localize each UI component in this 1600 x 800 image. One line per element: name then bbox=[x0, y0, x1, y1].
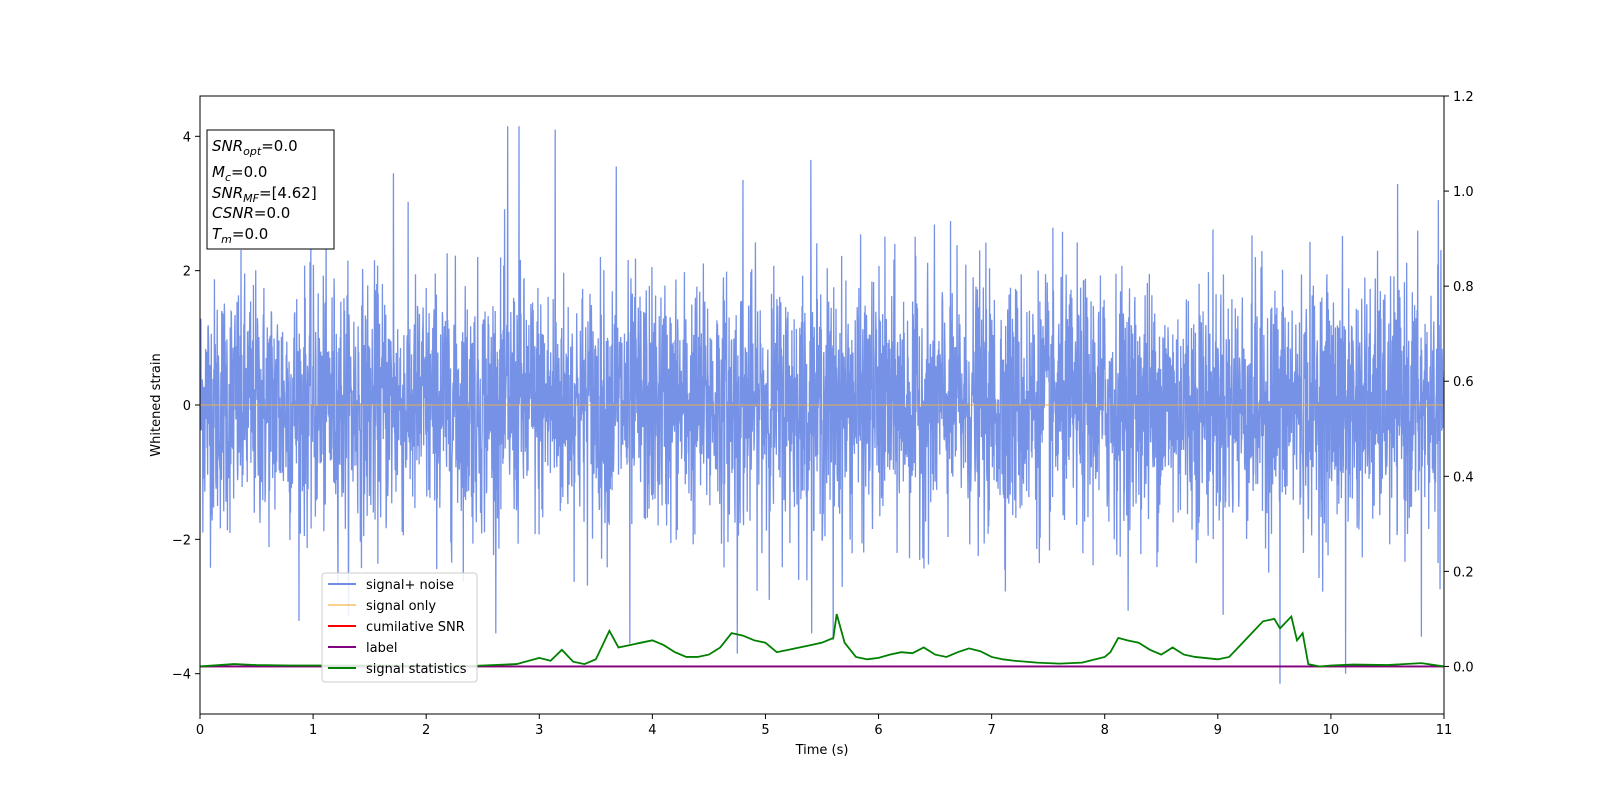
y-tick-label: 2 bbox=[183, 265, 191, 280]
info-box-frame bbox=[206, 129, 335, 250]
y2-tick-label: 0.4 bbox=[1453, 470, 1474, 485]
legend-item-signal-noise: signal+ noise bbox=[328, 578, 454, 593]
info-snr-mf: SNRMF=[4.62] bbox=[212, 184, 317, 205]
info-snr-opt: SNRopt=0.0 bbox=[212, 137, 298, 158]
x-tick-label: 0 bbox=[196, 723, 204, 738]
x-axis-title: Time (s) bbox=[795, 743, 849, 758]
legend-label-signal-only: signal only bbox=[366, 599, 436, 614]
series-signal-statistics bbox=[200, 613, 1444, 668]
legend-label-cumulative-snr: cumilative SNR bbox=[366, 620, 465, 635]
y-tick-label: 4 bbox=[183, 130, 191, 145]
y-axis-title: Whitened strain bbox=[149, 353, 164, 456]
x-tick-label: 10 bbox=[1323, 723, 1340, 738]
legend-frame bbox=[321, 572, 478, 683]
info-box: SNRopt=0.0 Mc=0.0 SNRMF=[4.62] CSNR=0.0 … bbox=[206, 129, 335, 250]
y2-tick-label: 0.6 bbox=[1453, 375, 1474, 390]
y2-tick-label: 0.8 bbox=[1453, 280, 1474, 295]
series-signal-noise bbox=[200, 126, 1444, 684]
x-tick-label: 7 bbox=[987, 723, 995, 738]
legend-item-signal-statistics: signal statistics bbox=[328, 662, 467, 677]
y2-tick-label: 1.2 bbox=[1453, 90, 1474, 105]
legend-label-label: label bbox=[366, 641, 397, 656]
x-tick-label: 11 bbox=[1436, 723, 1453, 738]
x-tick-label: 5 bbox=[761, 723, 769, 738]
legend-label-signal-statistics: signal statistics bbox=[366, 662, 467, 677]
y-tick-label: −4 bbox=[172, 668, 191, 683]
info-csnr: CSNR=0.0 bbox=[212, 204, 290, 222]
y2-tick-label: 1.0 bbox=[1453, 185, 1474, 200]
x-tick-label: 6 bbox=[874, 723, 882, 738]
legend: signal+ noise signal only cumilative SNR… bbox=[321, 572, 478, 683]
x-tick-label: 2 bbox=[422, 723, 430, 738]
x-tick-label: 8 bbox=[1101, 723, 1109, 738]
y-tick-label: 0 bbox=[183, 399, 191, 414]
info-chirp-mass: Mc=0.0 bbox=[212, 163, 267, 184]
x-tick-label: 4 bbox=[648, 723, 656, 738]
axes-layer: 0 1 2 3 4 5 6 7 8 9 10 11 −4 −2 0 2 4 0.0 0.2 0.4 0.6 0.8 1.0 1… bbox=[172, 90, 1474, 738]
legend-item-label: label bbox=[328, 641, 397, 656]
info-tm: Tm=0.0 bbox=[212, 225, 268, 246]
x-tick-label: 9 bbox=[1214, 723, 1222, 738]
y2-tick-label: 0.2 bbox=[1453, 565, 1474, 580]
legend-item-signal-only: signal only bbox=[328, 599, 436, 614]
x-tick-label: 1 bbox=[309, 723, 317, 738]
legend-label-signal-noise: signal+ noise bbox=[366, 578, 454, 593]
y2-tick-label: 0.0 bbox=[1453, 660, 1474, 675]
y-tick-label: −2 bbox=[172, 533, 191, 548]
legend-item-cumulative-snr: cumilative SNR bbox=[328, 620, 465, 635]
x-tick-label: 3 bbox=[535, 723, 543, 738]
